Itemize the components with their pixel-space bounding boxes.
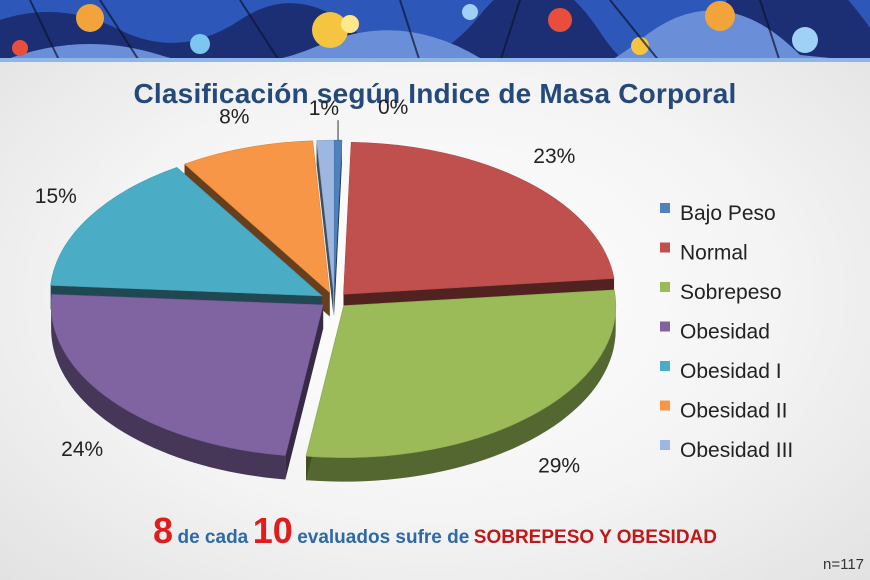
footer-text-1: de cada	[177, 527, 249, 548]
footer-number-1: 8	[153, 510, 174, 551]
legend-swatch	[660, 242, 670, 253]
legend-swatch	[660, 321, 670, 332]
slice-top	[50, 294, 324, 456]
footer-statement: 8 de cada 10 evaluados sufre de SOBREPES…	[0, 510, 870, 552]
footer-highlight: SOBREPESO Y OBESIDAD	[473, 527, 717, 548]
legend-label: Obesidad	[680, 321, 770, 344]
legend-swatch	[660, 282, 670, 292]
slice-top	[333, 139, 343, 293]
pie-slice-sobrepeso	[305, 289, 617, 482]
legend: Bajo Peso Normal Sobrepeso Obesidad Obesidad…	[660, 202, 793, 462]
data-labels: 0% 23% 29% 24% 15% 8% 1%	[35, 96, 580, 477]
slice-top	[305, 289, 617, 458]
legend-label: Obesidad I	[680, 360, 782, 383]
legend-label: Bajo Peso	[680, 202, 776, 225]
legend-swatch	[660, 203, 670, 213]
decorative-banner	[0, 0, 870, 62]
slice-top	[50, 167, 323, 297]
data-label: 0%	[378, 96, 408, 119]
legend-item-normal: Normal	[660, 242, 748, 265]
data-label: 1%	[309, 97, 339, 120]
data-label: 8%	[219, 106, 249, 129]
slice-top	[316, 139, 334, 293]
footer-text-2: evaluados sufre de	[297, 527, 470, 548]
chart-title: Clasificación según Indice de Masa Corpo…	[133, 78, 737, 109]
legend-item-obesidad-i: Obesidad I	[660, 360, 782, 383]
legend-swatch	[660, 361, 670, 371]
pie-slice-bajo-peso	[333, 139, 343, 317]
legend-label: Normal	[680, 242, 748, 265]
slice-wall	[285, 304, 324, 480]
slice-top	[343, 141, 615, 295]
slice-side	[51, 304, 286, 480]
sample-size: n=117	[822, 556, 864, 573]
pie-slices	[50, 139, 617, 482]
data-label: 29%	[538, 454, 580, 477]
pie-slice-obesidad-iii	[316, 139, 334, 317]
slice-wall	[316, 140, 334, 317]
slice-top	[183, 140, 331, 294]
legend-item-obesidad-iii: Obesidad III	[660, 439, 793, 462]
data-label: 23%	[533, 145, 575, 168]
footer-number-2: 10	[252, 510, 293, 551]
data-label: 15%	[35, 185, 77, 208]
legend-item-bajo-peso: Bajo Peso	[660, 202, 776, 225]
legend-swatch	[660, 440, 670, 450]
legend-swatch	[660, 400, 670, 411]
legend-item-obesidad: Obesidad	[660, 321, 770, 344]
legend-label: Obesidad III	[680, 439, 793, 462]
data-label: 24%	[61, 438, 103, 461]
legend-item-sobrepeso: Sobrepeso	[660, 281, 782, 304]
pie-slice-normal	[343, 141, 615, 319]
pie-slice-obesidad	[50, 294, 324, 480]
legend-item-obesidad-ii: Obesidad II	[660, 400, 787, 423]
legend-label: Sobrepeso	[680, 281, 782, 304]
slice-side	[306, 305, 616, 482]
legend-label: Obesidad II	[680, 400, 787, 423]
